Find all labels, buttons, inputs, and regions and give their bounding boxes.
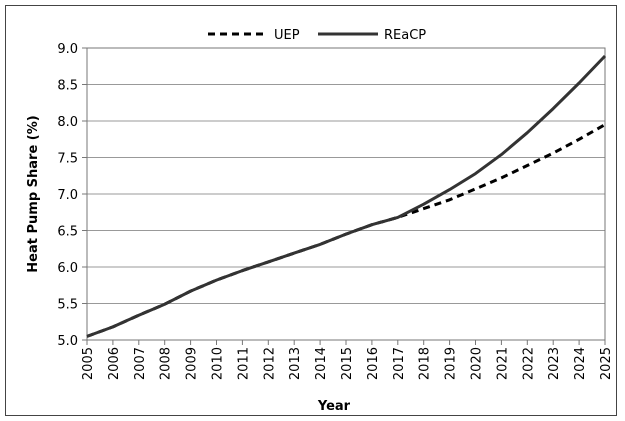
x-tick-label: 2018: [418, 347, 433, 380]
x-tick-label: 2016: [366, 347, 381, 380]
x-tick-label: 2013: [288, 347, 303, 380]
x-tick-label: 2023: [547, 347, 562, 380]
legend-label-reacp: REaCP: [384, 28, 426, 43]
x-tick-label: 2008: [159, 347, 174, 380]
x-tick-label: 2025: [599, 347, 614, 380]
legend-label-uep: UEP: [274, 28, 300, 43]
y-tick-label: 6.0: [57, 261, 78, 276]
series-lines: [86, 54, 607, 338]
x-tick-label: 2010: [211, 347, 226, 380]
x-tick-label: 2014: [314, 347, 329, 380]
x-tick-label: 2012: [262, 347, 277, 380]
plot-area: [86, 47, 606, 341]
y-tick-label: 9.0: [57, 42, 78, 57]
y-tick-label: 8.0: [57, 115, 78, 130]
y-tick-label: 7.0: [57, 188, 78, 203]
x-tick-label: 2020: [470, 347, 485, 380]
x-axis-title: Year: [317, 399, 351, 414]
x-tick-label: 2024: [573, 347, 588, 380]
y-tick-label: 6.5: [57, 225, 78, 240]
y-axis-title: Heat Pump Share (%): [26, 115, 41, 272]
y-tick-label: 8.5: [57, 79, 78, 94]
x-tick-label: 2022: [521, 347, 536, 380]
legend: UEP REaCP: [208, 28, 426, 43]
x-tick-label: 2006: [107, 347, 122, 380]
x-tick-label: 2009: [185, 347, 200, 380]
x-tick-label: 2019: [444, 347, 459, 380]
y-tick-labels: 5.0 5.5 6.0 6.5 7.0 7.5 8.0 8.5 9.0: [57, 42, 78, 349]
grid-lines: [82, 47, 606, 345]
x-tick-label: 2005: [81, 347, 96, 380]
x-tick-label: 2007: [133, 347, 148, 380]
y-tick-label: 5.5: [57, 298, 78, 313]
x-tick-label: 2021: [495, 347, 510, 380]
x-tick-label: 2015: [340, 347, 355, 380]
y-tick-label: 7.5: [57, 152, 78, 167]
chart-frame: [5, 5, 617, 416]
series-line-reacp: [86, 54, 607, 338]
x-tick-label: 2011: [236, 347, 251, 380]
y-tick-label: 5.0: [57, 334, 78, 349]
x-tick-labels: 2005 2006 2007 2008 2009 2010 2011 2012 2013 2014…: [81, 347, 614, 380]
x-tick-label: 2017: [392, 347, 407, 380]
